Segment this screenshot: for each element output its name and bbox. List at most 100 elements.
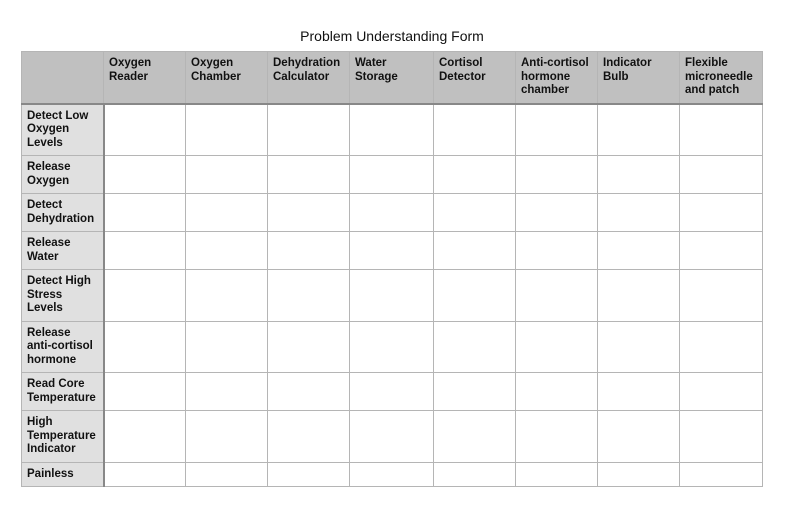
table-cell[interactable]: [349, 461, 434, 487]
table-cell[interactable]: [103, 410, 186, 463]
table-cell[interactable]: [597, 461, 680, 487]
table-cell[interactable]: [515, 320, 598, 373]
table-cell[interactable]: [349, 231, 434, 270]
table-cell[interactable]: [433, 372, 516, 411]
table-cell[interactable]: [267, 155, 350, 194]
table-cell[interactable]: [267, 372, 350, 411]
table-cell[interactable]: [679, 372, 763, 411]
table-cell[interactable]: [679, 193, 763, 232]
table-cell[interactable]: [515, 193, 598, 232]
table-cell[interactable]: [515, 231, 598, 270]
table-row: Detect High Stress Levels: [21, 269, 763, 322]
table-cell[interactable]: [679, 320, 763, 373]
row-header: Painless: [21, 461, 105, 487]
header-row: Oxygen Reader Oxygen Chamber Dehydration C…: [21, 51, 763, 104]
table-cell[interactable]: [679, 103, 763, 156]
table-cell[interactable]: [515, 269, 598, 322]
table-cell[interactable]: [597, 231, 680, 270]
table-cell[interactable]: [349, 103, 434, 156]
table-cell[interactable]: [349, 372, 434, 411]
row-header: Release anti-cortisol hormone: [21, 320, 105, 373]
table-row: High Temperature Indicator: [21, 410, 763, 463]
table-cell[interactable]: [515, 372, 598, 411]
table-cell[interactable]: [185, 103, 268, 156]
problem-understanding-table: Oxygen Reader Oxygen Chamber Dehydration C…: [21, 51, 763, 487]
table-cell[interactable]: [433, 193, 516, 232]
table-cell[interactable]: [597, 193, 680, 232]
table-cell[interactable]: [185, 155, 268, 194]
table-row: Read Core Temperature: [21, 372, 763, 411]
table-cell[interactable]: [349, 193, 434, 232]
table-cell[interactable]: [185, 320, 268, 373]
table-cell[interactable]: [349, 320, 434, 373]
table-cell[interactable]: [267, 461, 350, 487]
table-cell[interactable]: [433, 231, 516, 270]
row-header: Release Water: [21, 231, 105, 270]
table-cell[interactable]: [679, 410, 763, 463]
table-cell[interactable]: [679, 231, 763, 270]
table-cell[interactable]: [103, 320, 186, 373]
table-cell[interactable]: [185, 193, 268, 232]
table-cell[interactable]: [267, 269, 350, 322]
column-header: Cortisol Detector: [433, 51, 516, 104]
table-cell[interactable]: [597, 410, 680, 463]
table-cell[interactable]: [349, 155, 434, 194]
table-cell[interactable]: [597, 372, 680, 411]
column-header: Water Storage: [349, 51, 434, 104]
row-header: Detect Low Oxygen Levels: [21, 103, 105, 156]
table-cell[interactable]: [679, 461, 763, 487]
table-cell[interactable]: [433, 155, 516, 194]
table-cell[interactable]: [515, 461, 598, 487]
table-cell[interactable]: [597, 269, 680, 322]
table-cell[interactable]: [103, 103, 186, 156]
table-row: Release Water: [21, 231, 763, 270]
row-header: Detect High Stress Levels: [21, 269, 105, 322]
table-cell[interactable]: [433, 103, 516, 156]
table-cell[interactable]: [349, 269, 434, 322]
row-header: Detect Dehydration: [21, 193, 105, 232]
table-cell[interactable]: [597, 103, 680, 156]
table-cell[interactable]: [185, 231, 268, 270]
table-cell[interactable]: [103, 372, 186, 411]
table-row: Detect Low Oxygen Levels: [21, 103, 763, 156]
table-cell[interactable]: [103, 193, 186, 232]
table-cell[interactable]: [597, 320, 680, 373]
table-cell[interactable]: [515, 410, 598, 463]
table-cell[interactable]: [185, 269, 268, 322]
column-header: Indicator Bulb: [597, 51, 680, 104]
corner-header-cell: [21, 51, 104, 104]
table-row: Painless: [21, 461, 763, 487]
column-header: Oxygen Reader: [103, 51, 186, 104]
table-cell[interactable]: [267, 103, 350, 156]
column-header: Flexible microneedle and patch: [679, 51, 763, 104]
table-cell[interactable]: [103, 461, 186, 487]
table-cell[interactable]: [433, 461, 516, 487]
table-cell[interactable]: [679, 269, 763, 322]
table-cell[interactable]: [103, 269, 186, 322]
table-cell[interactable]: [267, 231, 350, 270]
table-cell[interactable]: [267, 320, 350, 373]
row-header: Release Oxygen: [21, 155, 105, 194]
table-cell[interactable]: [185, 410, 268, 463]
table-cell[interactable]: [515, 103, 598, 156]
row-header: Read Core Temperature: [21, 372, 105, 411]
column-header: Anti-cortisol hormone chamber: [515, 51, 598, 104]
table-cell[interactable]: [433, 320, 516, 373]
table-row: Release Oxygen: [21, 155, 763, 194]
table-row: Detect Dehydration: [21, 193, 763, 232]
table-cell[interactable]: [679, 155, 763, 194]
table-cell[interactable]: [267, 410, 350, 463]
row-header: High Temperature Indicator: [21, 410, 105, 463]
table-cell[interactable]: [103, 231, 186, 270]
table-cell[interactable]: [185, 372, 268, 411]
column-header: Oxygen Chamber: [185, 51, 268, 104]
table-cell[interactable]: [597, 155, 680, 194]
table-cell[interactable]: [433, 269, 516, 322]
column-header: Dehydration Calculator: [267, 51, 350, 104]
table-cell[interactable]: [267, 193, 350, 232]
table-cell[interactable]: [103, 155, 186, 194]
table-cell[interactable]: [515, 155, 598, 194]
table-cell[interactable]: [185, 461, 268, 487]
table-cell[interactable]: [433, 410, 516, 463]
table-cell[interactable]: [349, 410, 434, 463]
